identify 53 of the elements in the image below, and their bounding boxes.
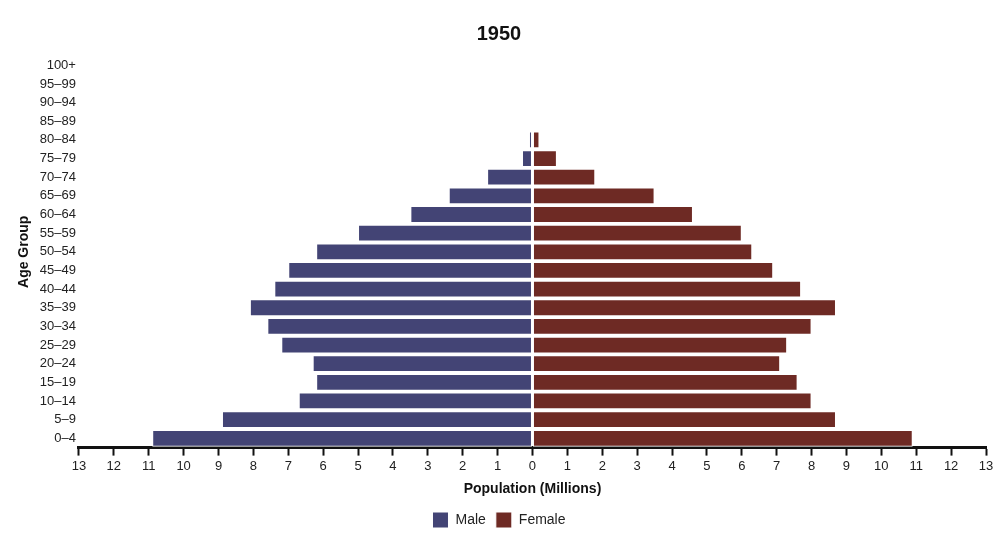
x-tick-label: 9: [214, 457, 223, 473]
x-tick-label: 11: [141, 457, 156, 473]
y-tick-label: 100+: [46, 56, 76, 72]
y-tick-label: 95–99: [39, 75, 76, 91]
y-tick-label: 90–94: [39, 94, 76, 110]
x-tick-label: 6: [319, 457, 327, 473]
x-tick-label: 12: [943, 457, 959, 473]
x-axis-title: Population (Millions): [463, 480, 602, 497]
x-tick-label: 6: [738, 457, 746, 473]
x-tick-label: 9: [842, 457, 851, 473]
x-tick-label: 5: [354, 457, 362, 473]
x-tick-label: 13: [71, 457, 87, 473]
y-tick-label: 45–49: [39, 262, 76, 278]
y-tick-label: 0–4: [54, 429, 76, 445]
x-tick-label: 1: [563, 457, 571, 473]
x-tick-label: 3: [633, 457, 641, 473]
x-tick-label: 12: [106, 457, 122, 473]
x-tick-label: 2: [598, 457, 606, 473]
x-tick-label: 1: [493, 457, 502, 473]
x-tick-label: 0: [528, 457, 537, 473]
legend-label: Male: [455, 510, 487, 527]
y-tick-label: 25–29: [39, 336, 76, 352]
y-tick-label: 30–34: [39, 317, 76, 333]
x-tick-label: 4: [668, 457, 676, 473]
x-tick-label: 10: [176, 457, 191, 473]
y-tick-label: 50–54: [39, 243, 76, 259]
x-tick-label: 11: [909, 457, 923, 473]
x-tick-label: 7: [773, 457, 781, 473]
y-tick-label: 40–44: [39, 280, 76, 296]
x-tick-label: 8: [807, 457, 816, 473]
x-tick-label: 4: [389, 457, 397, 473]
x-tick-label: 10: [874, 457, 889, 473]
y-tick-label: 80–84: [39, 131, 76, 147]
y-tick-label: 75–79: [39, 150, 76, 166]
chart-title: 1950: [476, 21, 522, 44]
y-tick-label: 20–24: [39, 355, 76, 371]
x-tick-label: 13: [978, 457, 994, 473]
y-tick-label: 85–89: [39, 112, 76, 128]
x-tick-label: 5: [703, 457, 711, 473]
y-tick-label: 65–69: [39, 187, 76, 203]
y-tick-label: 5–9: [54, 411, 76, 427]
y-tick-label: 35–39: [39, 299, 76, 315]
y-axis-title: Age Group: [15, 215, 32, 288]
x-tick-label: 8: [249, 457, 257, 473]
x-tick-label: 3: [424, 457, 432, 473]
x-tick-label: 7: [284, 457, 292, 473]
x-tick-label: 2: [459, 457, 467, 473]
y-tick-label: 70–74: [39, 168, 76, 184]
y-tick-label: 10–14: [39, 392, 76, 408]
y-tick-label: 55–59: [39, 224, 76, 240]
legend-label: Female: [518, 510, 566, 527]
y-tick-label: 15–19: [39, 373, 76, 389]
y-tick-label: 60–64: [39, 206, 76, 222]
